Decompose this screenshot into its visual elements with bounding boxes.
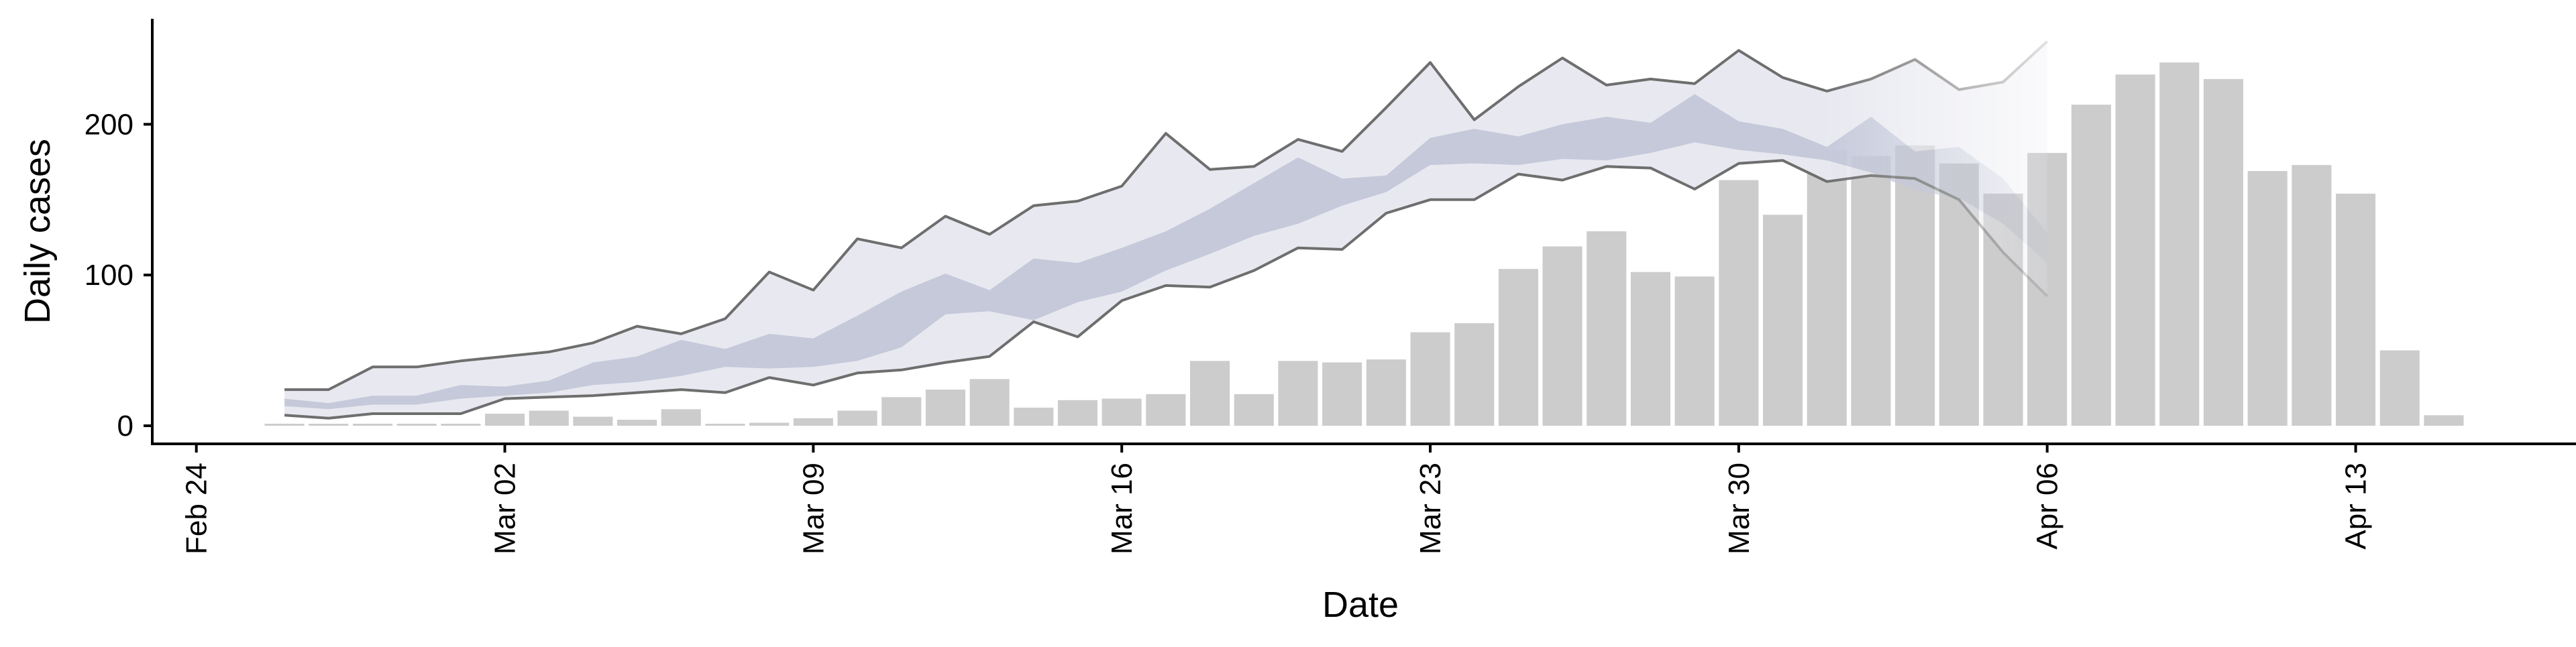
x-tick-label-2020-03-30: Mar 30: [1723, 463, 1756, 554]
bar-2020-03-27: [1587, 231, 1627, 426]
bar-2020-04-01: [1807, 150, 1847, 426]
bar-2020-03-02: [485, 414, 525, 426]
bar-2020-04-13: [2336, 193, 2376, 426]
bar-2020-04-07: [2071, 105, 2111, 426]
bar-2020-03-03: [529, 410, 569, 426]
bar-2020-03-09: [793, 418, 833, 426]
bar-2020-03-07: [705, 424, 745, 426]
bar-2020-04-10: [2203, 78, 2243, 426]
x-tick-label-2020-04-13: Apr 13: [2340, 463, 2373, 550]
bars-layer: [264, 62, 2464, 426]
bar-2020-03-14: [1014, 408, 1054, 426]
bar-2020-04-11: [2247, 171, 2288, 426]
bar-2020-03-06: [661, 409, 701, 426]
bar-2020-04-14: [2379, 350, 2420, 426]
bar-2020-03-31: [1763, 215, 1803, 426]
y-tick-label-0: 0: [117, 410, 133, 443]
bar-2020-03-26: [1542, 246, 1582, 426]
bar-2020-03-30: [1719, 180, 1759, 426]
bar-2020-04-08: [2115, 74, 2155, 426]
bar-2020-03-19: [1234, 394, 1274, 426]
bar-2020-03-08: [749, 422, 790, 426]
x-tick-label-2020-03-16: Mar 16: [1106, 463, 1138, 554]
bar-2020-03-15: [1057, 400, 1097, 426]
y-axis-title: Daily cases: [17, 139, 58, 324]
bar-2020-04-12: [2292, 165, 2332, 426]
bar-2020-03-16: [1102, 398, 1142, 426]
y-tick-label-200: 200: [85, 108, 133, 141]
bar-2020-03-23: [1410, 332, 1450, 426]
bar-2020-03-21: [1322, 362, 1362, 426]
outer-band-lower-line: [284, 159, 2049, 420]
bar-2020-03-25: [1498, 269, 1538, 426]
bar-2020-03-18: [1190, 361, 1230, 426]
x-tick-label-2020-02-24: Feb 24: [180, 463, 213, 554]
bar-2020-03-12: [925, 390, 965, 426]
x-tick-label-2020-03-23: Mar 23: [1414, 463, 1447, 554]
bar-2020-03-24: [1454, 323, 1495, 426]
bar-2020-03-05: [617, 420, 657, 426]
x-axis-title: Date: [1322, 585, 1399, 625]
bar-2020-02-29: [396, 424, 437, 426]
bar-2020-03-17: [1146, 394, 1186, 426]
bar-2020-03-01: [441, 424, 481, 426]
ticks-layer: 0 100 200 Feb 24 Mar 02 Mar 09 Mar 16 Mar 23 Mar…: [85, 108, 2373, 554]
bar-2020-02-26: [264, 424, 305, 426]
x-tick-label-2020-03-02: Mar 02: [489, 463, 522, 554]
bar-2020-02-28: [352, 424, 392, 426]
bar-2020-03-20: [1278, 361, 1318, 426]
bar-2020-02-27: [309, 424, 349, 426]
x-tick-label-2020-03-09: Mar 09: [797, 463, 830, 554]
x-tick-label-2020-04-06: Apr 06: [2031, 463, 2064, 550]
axes-layer: [151, 19, 2576, 445]
bar-2020-03-28: [1630, 272, 1670, 426]
bar-2020-03-22: [1366, 359, 1406, 426]
outer-band-upper-line: [284, 40, 2049, 392]
bar-2020-03-11: [881, 397, 922, 426]
inner-band-area: [284, 94, 2047, 410]
bar-2020-03-29: [1674, 276, 1715, 426]
bands-layer: [284, 40, 2049, 420]
bar-2020-04-15: [2424, 415, 2464, 426]
bar-2020-03-13: [969, 379, 1010, 426]
y-tick-label-100: 100: [85, 259, 133, 292]
bar-2020-03-10: [837, 410, 877, 426]
bar-2020-04-09: [2159, 62, 2200, 426]
bar-2020-03-04: [573, 416, 613, 426]
bar-2020-04-02: [1851, 156, 1891, 426]
